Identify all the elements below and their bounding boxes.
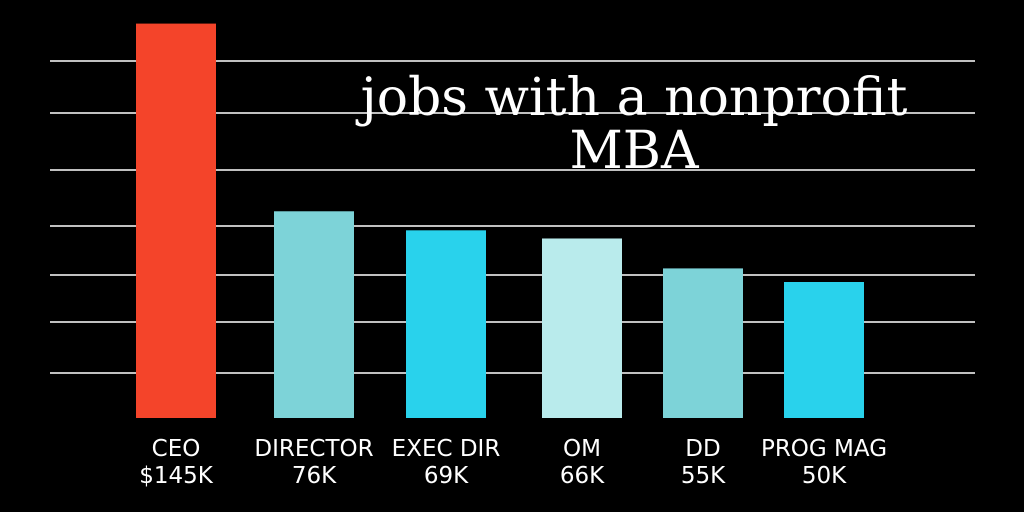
bar-director	[274, 211, 354, 418]
bar-om	[542, 238, 622, 418]
value-label-director: 76K	[292, 463, 337, 489]
value-label-ceo: $145K	[139, 463, 214, 489]
category-label-director: DIRECTOR	[254, 436, 373, 462]
category-label-ceo: CEO	[152, 436, 201, 462]
bar-dd	[663, 268, 743, 418]
category-label-dd: DD	[685, 436, 720, 462]
value-label-om: 66K	[560, 463, 605, 489]
bar-ceo	[136, 23, 216, 418]
bars	[136, 23, 864, 418]
chart-title-line-2: MBA	[569, 121, 699, 181]
value-label-dd: 55K	[681, 463, 726, 489]
bar-exec-dir	[406, 230, 486, 418]
bar-prog-mag	[784, 282, 864, 418]
category-label-om: OM	[563, 436, 601, 462]
chart-title-line-1: jobs with a nonprofit	[356, 68, 908, 128]
value-label-exec-dir: 69K	[424, 463, 469, 489]
category-label-prog-mag: PROG MAG	[761, 436, 887, 462]
category-label-exec-dir: EXEC DIR	[392, 436, 501, 462]
value-label-prog-mag: 50K	[802, 463, 847, 489]
